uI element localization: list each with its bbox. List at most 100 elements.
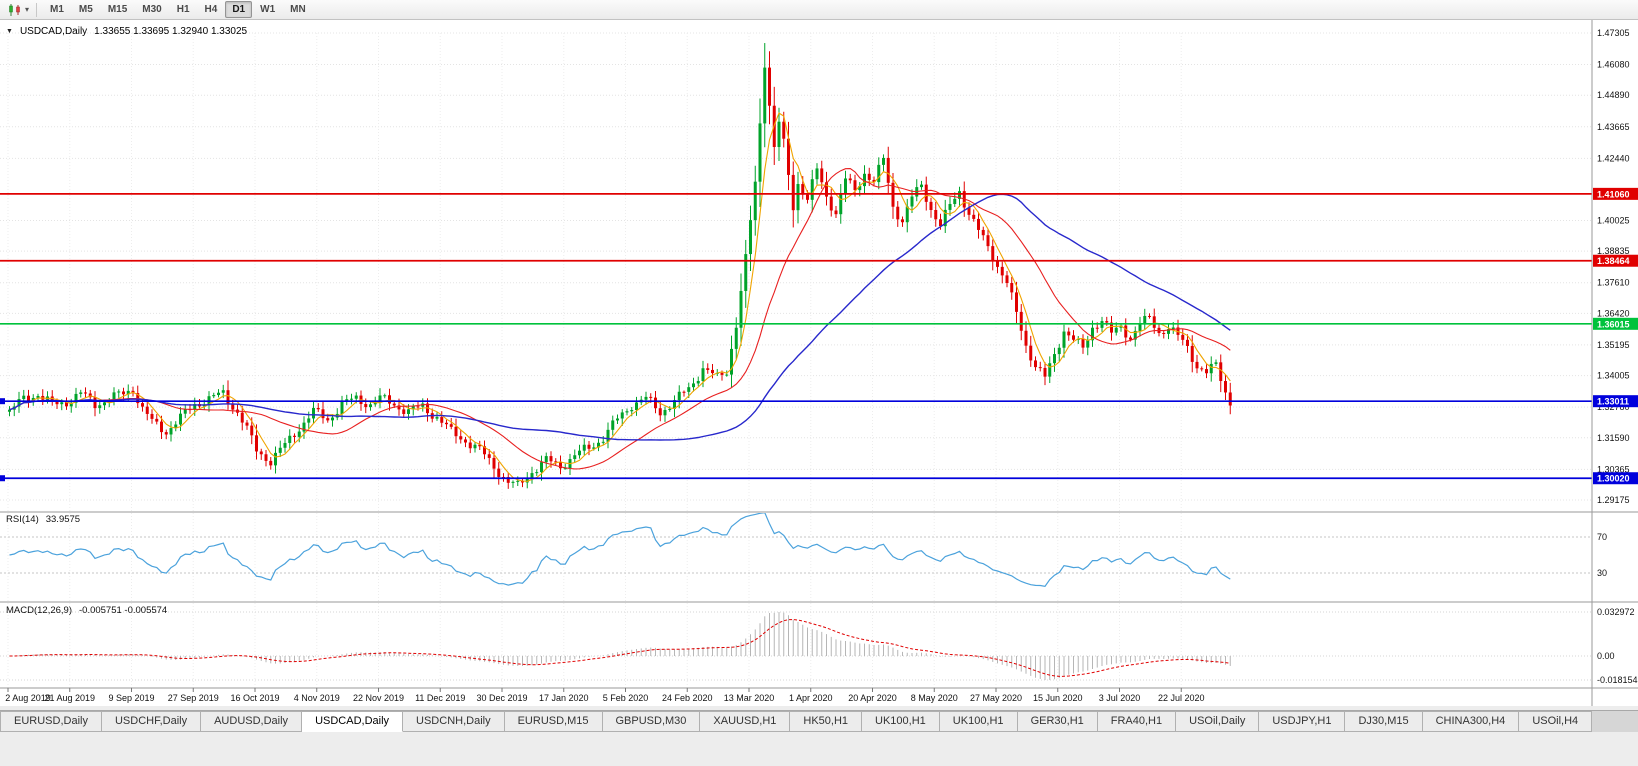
- macd-name: MACD(12,26,9): [6, 605, 72, 616]
- price-axis-label: 1.36420: [1597, 308, 1630, 318]
- date-axis-label: 30 Dec 2019: [476, 693, 527, 703]
- date-axis-label: 13 Mar 2020: [724, 693, 775, 703]
- date-axis-label: 16 Oct 2019: [230, 693, 279, 703]
- price-level-badge: [1593, 187, 1638, 200]
- rsi-line: [9, 513, 1231, 587]
- price-axis-label: 1.34005: [1597, 371, 1630, 381]
- date-axis-label: 3 Jul 2020: [1099, 693, 1141, 703]
- price-axis-label: 1.44890: [1597, 90, 1630, 100]
- chart-tab-3-usdcad-daily[interactable]: USDCAD,Daily: [302, 711, 404, 732]
- chart-tab-11-ger30-h1[interactable]: GER30,H1: [1017, 711, 1098, 732]
- svg-text:1.36015: 1.36015: [1597, 319, 1630, 329]
- price-level-badge: [1593, 395, 1638, 408]
- date-axis-label: 1 Apr 2020: [789, 693, 833, 703]
- macd-indicator-label: MACD(12,26,9) -0.005751 -0.005574: [6, 605, 167, 616]
- macd-signal-line: [9, 619, 1231, 677]
- chart-tab-1-usdchf-daily[interactable]: USDCHF,Daily: [101, 711, 202, 732]
- chart-tab-2-audusd-daily[interactable]: AUDUSD,Daily: [201, 711, 303, 732]
- date-axis-label: 11 Dec 2019: [415, 693, 465, 703]
- svg-text:1.33011: 1.33011: [1597, 397, 1629, 407]
- rsi-name: RSI(14): [6, 514, 39, 525]
- price-axis-label: 1.31590: [1597, 433, 1630, 443]
- grid-layer: [0, 32, 1592, 688]
- price-axis-label: 1.42440: [1597, 153, 1630, 163]
- timeframe-button-m1[interactable]: M1: [50, 4, 64, 15]
- timeframe-button-d1[interactable]: D1: [225, 1, 253, 18]
- chart-tab-16-china300-h4[interactable]: CHINA300,H4: [1422, 711, 1520, 732]
- chart-symbol-label: USDCAD,Daily: [19, 26, 88, 37]
- macd-axis-label: 0.032972: [1597, 607, 1635, 617]
- rsi-level-label: 70: [1597, 532, 1607, 542]
- chart-tab-12-fra40-h1[interactable]: FRA40,H1: [1097, 711, 1177, 732]
- price-level-badge: [1593, 317, 1638, 330]
- timeframe-button-m15[interactable]: M15: [107, 4, 128, 15]
- rsi-indicator-label: RSI(14) 33.9575: [6, 514, 80, 525]
- price-axis-label: 1.38835: [1597, 246, 1630, 256]
- date-axis-label: 9 Sep 2019: [108, 693, 154, 703]
- date-axis-label: 5 Feb 2020: [603, 693, 649, 703]
- date-axis-label: 15 Jun 2020: [1033, 693, 1083, 703]
- chart-tab-5-eurusd-m15[interactable]: EURUSD,M15: [504, 711, 603, 732]
- svg-text:1.41060: 1.41060: [1597, 189, 1630, 199]
- price-axis-label: 1.30365: [1597, 464, 1630, 474]
- date-axis-label: 22 Jul 2020: [1158, 693, 1205, 703]
- macd-histogram: [9, 612, 1231, 680]
- price-axis-label: 1.35195: [1597, 340, 1630, 350]
- date-axis-label: 2 Aug 2019: [5, 693, 51, 703]
- chart-tabs-bar: EURUSD,Daily USDCHF,Daily AUDUSD,Daily USDC…: [0, 710, 1638, 732]
- date-axis-label: 27 Sep 2019: [168, 693, 219, 703]
- timeframe-button-mn[interactable]: MN: [290, 4, 306, 15]
- price-level-badge: [1593, 254, 1638, 267]
- chart-tab-4-usdcnh-daily[interactable]: USDCNH,Daily: [403, 711, 505, 732]
- price-axis-label: 1.40025: [1597, 216, 1630, 226]
- date-axis-label: 8 May 2020: [911, 693, 958, 703]
- date-axis-label: 17 Jan 2020: [539, 693, 589, 703]
- price-level-badge: [1593, 472, 1638, 485]
- chart-canvas[interactable]: 1.47305 1.46080 1.44890 1.43665 1.42440 1.400…: [0, 20, 1638, 706]
- timeframe-button-h4[interactable]: H4: [204, 4, 218, 15]
- date-axis-label: 22 Nov 2019: [353, 693, 404, 703]
- chart-tab-6-gbpusd-m30[interactable]: GBPUSD,M30: [602, 711, 701, 732]
- rsi-value: 33.9575: [45, 514, 81, 525]
- timeframe-buttons: M1 M5 M15 M30 H1 H4 D1 W1 MN: [43, 1, 313, 18]
- chart-tab-8-hk50-h1[interactable]: HK50,H1: [790, 711, 863, 732]
- date-axis-label: 24 Feb 2020: [662, 693, 713, 703]
- chart-type-button[interactable]: ▾: [4, 3, 32, 17]
- price-axis-label: 1.46080: [1597, 60, 1630, 70]
- horizontal-lines-layer[interactable]: [0, 193, 1592, 482]
- chart-menu-icon[interactable]: ▼: [6, 28, 13, 35]
- chart-tab-15-dj30-m15[interactable]: DJ30,M15: [1345, 711, 1423, 732]
- price-axis-label: 1.47305: [1597, 28, 1630, 38]
- svg-text:1.38464: 1.38464: [1597, 256, 1630, 266]
- chart-tab-17-usoil-h4[interactable]: USOil,H4: [1519, 711, 1593, 732]
- date-axis-label: 4 Nov 2019: [294, 693, 340, 703]
- macd-panel: 0.032972 0.00 -0.018154: [0, 607, 1638, 685]
- chart-tab-10-uk100-h1[interactable]: UK100,H1: [939, 711, 1018, 732]
- chart-tab-13-usoil-daily[interactable]: USOil,Daily: [1176, 711, 1260, 732]
- price-axis-label: 1.43665: [1597, 122, 1630, 132]
- timeframe-button-m30[interactable]: M30: [142, 4, 162, 15]
- candles-layer: [8, 43, 1232, 489]
- timeframe-toolbar: ▾ M1 M5 M15 M30 H1 H4 D1 W1 MN: [0, 0, 1638, 20]
- toolbar-separator: [36, 2, 38, 17]
- chart-tab-9-uk100-h1[interactable]: UK100,H1: [862, 711, 940, 732]
- chart-title: ▼ USDCAD,Daily 1.33655 1.33695 1.32940 1…: [6, 26, 247, 37]
- panel-separators: [0, 20, 1638, 706]
- timeframe-button-w1[interactable]: W1: [260, 4, 276, 15]
- chart-tab-0-eurusd-daily[interactable]: EURUSD,Daily: [0, 711, 102, 732]
- chart-ohlc-values: 1.33655 1.33695 1.32940 1.33025: [94, 26, 248, 37]
- timeframe-button-h1[interactable]: H1: [176, 4, 190, 15]
- candlestick-chart-icon: [9, 3, 20, 16]
- rsi-panel: 70 30: [0, 532, 1607, 578]
- price-axis-label: 1.37610: [1597, 278, 1630, 288]
- date-axis-label: 27 May 2020: [970, 693, 1022, 703]
- price-axis: 1.47305 1.46080 1.44890 1.43665 1.42440 1.400…: [1593, 28, 1638, 505]
- macd-axis-label: -0.018154: [1597, 675, 1638, 685]
- timeframe-button-m5[interactable]: M5: [78, 4, 93, 15]
- chart-region: 1.47305 1.46080 1.44890 1.43665 1.42440 1.400…: [0, 20, 1638, 706]
- chart-tab-14-usdjpy-h1[interactable]: USDJPY,H1: [1259, 711, 1346, 732]
- chart-tab-7-xauusd-h1[interactable]: XAUUSD,H1: [700, 711, 791, 732]
- svg-text:1.30020: 1.30020: [1597, 474, 1630, 484]
